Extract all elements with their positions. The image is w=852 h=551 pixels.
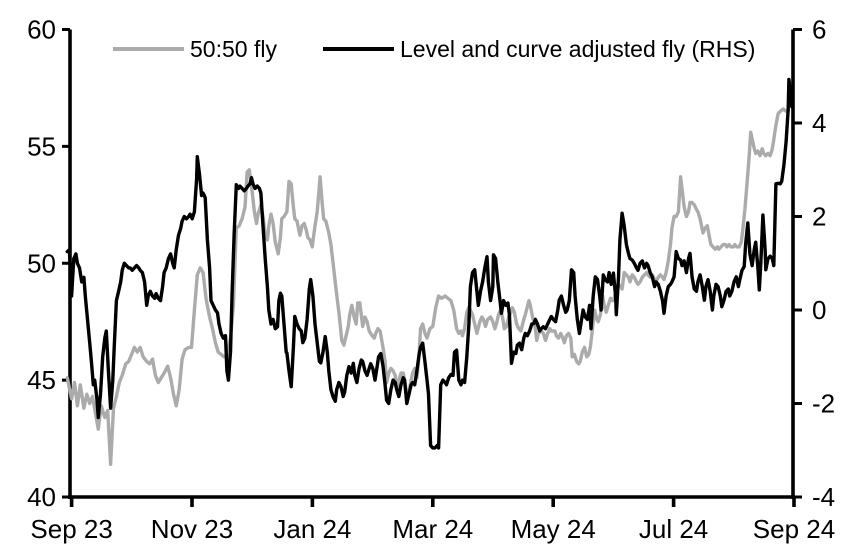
gray-line-swatch-icon [113,47,184,51]
left-axis-tick-label: 40 [27,482,56,512]
x-axis-tick-label: Sep 24 [753,514,835,544]
legend-item-level-curve-adjusted-fly: Level and curve adjusted fly (RHS) [323,36,755,62]
right-axis-tick-label: 6 [812,15,826,45]
right-axis-tick-label: 0 [812,295,826,325]
x-axis-tick-label: Nov 23 [151,514,233,544]
legend-label-level-curve-adjusted-fly: Level and curve adjusted fly (RHS) [400,36,756,62]
black-line-swatch-icon [323,47,394,51]
right-axis-tick-label: 4 [812,108,826,138]
x-axis-tick-label: Jan 24 [273,514,351,544]
series-line-level-curve-adjusted-fly [65,77,794,450]
x-axis-tick-label: May 24 [511,514,596,544]
right-axis-tick-label: 2 [812,202,826,232]
right-axis-tick-label: -2 [812,389,835,419]
left-axis-tick-label: 45 [27,365,56,395]
left-axis-tick-label: 60 [27,15,56,45]
chart-legend: 50:50 fly Level and curve adjusted fly (… [0,36,852,62]
x-axis-tick-label: Sep 23 [30,514,112,544]
legend-item-5050-fly: 50:50 fly [113,36,277,62]
left-axis-tick-label: 55 [27,131,56,161]
x-axis-tick-label: Jul 24 [639,514,708,544]
x-axis-tick-label: Mar 24 [392,514,473,544]
legend-label-5050-fly: 50:50 fly [190,36,277,62]
right-axis-tick-label: -4 [812,482,835,512]
left-axis-tick-label: 50 [27,248,56,278]
